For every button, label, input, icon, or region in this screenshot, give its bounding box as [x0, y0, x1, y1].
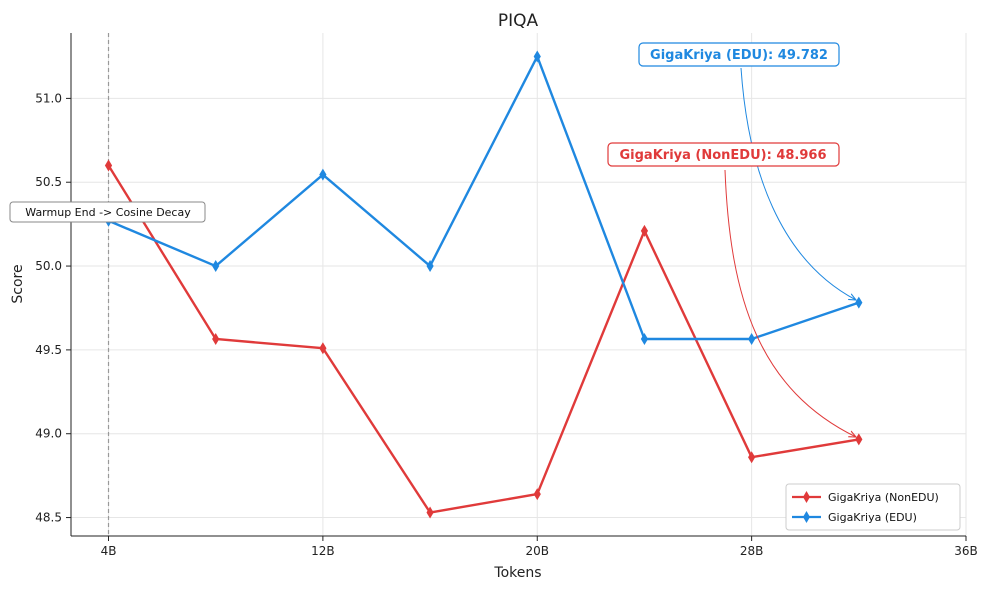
- x-tick-label: 12B: [311, 544, 335, 558]
- data-point: [319, 342, 327, 355]
- data-point: [748, 332, 756, 345]
- annotations: GigaKriya (EDU): 49.782 GigaKriya (NonED…: [607, 42, 856, 437]
- y-tick-label: 50.0: [35, 259, 62, 273]
- legend-item-nonedu: GigaKriya (NonEDU): [792, 491, 939, 504]
- vline-label-box: Warmup End -> Cosine Decay: [9, 201, 206, 223]
- vline-label-frame: [9, 201, 206, 223]
- data-point: [319, 168, 327, 181]
- data-point: [104, 159, 113, 172]
- annotation-edu-text: GigaKriya (EDU): 49.782: [650, 48, 828, 63]
- data-point: [855, 433, 863, 446]
- annotation-nonedu-box: [607, 142, 840, 167]
- data-point: [748, 451, 756, 464]
- legend: GigaKriya (NonEDU) GigaKriya (EDU): [785, 483, 961, 531]
- series-group: [104, 50, 863, 519]
- data-point: [855, 296, 863, 309]
- x-tick-label: 4B: [101, 544, 117, 558]
- y-tick-label: 49.5: [35, 343, 62, 357]
- x-tick-label: 20B: [525, 544, 549, 558]
- legend-marker-edu: [803, 511, 810, 523]
- x-axis-label: Tokens: [493, 565, 541, 581]
- axes: [70, 33, 966, 537]
- legend-label-edu: GigaKriya (EDU): [828, 511, 917, 524]
- series-nonedu: [104, 159, 863, 519]
- data-point: [426, 506, 434, 519]
- x-tick-label: 28B: [740, 544, 764, 558]
- grid: [71, 33, 967, 536]
- chart-title: PIQA: [498, 11, 539, 31]
- annotation-nonedu-text: GigaKriya (NonEDU): 48.966: [620, 148, 827, 163]
- data-point: [426, 260, 434, 273]
- annotation-edu: GigaKriya (EDU): 49.782: [638, 42, 856, 300]
- annotation-edu-arrow: [740, 67, 856, 300]
- y-axis-label: Score: [10, 264, 26, 303]
- data-point: [640, 224, 649, 237]
- data-point: [212, 260, 220, 273]
- y-tick-label: 51.0: [35, 91, 62, 105]
- annotation-nonedu: GigaKriya (NonEDU): 48.966: [607, 142, 856, 437]
- legend-label-nonedu: GigaKriya (NonEDU): [828, 491, 939, 504]
- y-tick-label: 48.5: [35, 511, 62, 525]
- series-line: [108, 55, 860, 341]
- y-tick-label: 50.5: [35, 175, 62, 189]
- annotation-edu-box: [638, 42, 840, 67]
- x-ticks: 4B 12B 20B 28B 36B: [101, 536, 978, 558]
- vline-label: Warmup End -> Cosine Decay: [25, 206, 191, 219]
- series-edu: [104, 50, 863, 345]
- data-point: [212, 332, 220, 345]
- annotation-nonedu-arrow: [724, 169, 856, 437]
- data-point: [533, 50, 541, 63]
- data-point: [533, 488, 541, 501]
- x-tick-label: 36B: [954, 544, 978, 558]
- data-point: [640, 332, 649, 345]
- legend-item-edu: GigaKriya (EDU): [792, 511, 917, 524]
- legend-marker-nonedu: [803, 491, 810, 503]
- y-ticks: 48.5 49.0 49.5 50.0 50.5 51.0: [35, 91, 71, 525]
- y-tick-label: 49.0: [35, 427, 62, 441]
- legend-frame: [785, 483, 961, 531]
- series-line: [107, 164, 860, 514]
